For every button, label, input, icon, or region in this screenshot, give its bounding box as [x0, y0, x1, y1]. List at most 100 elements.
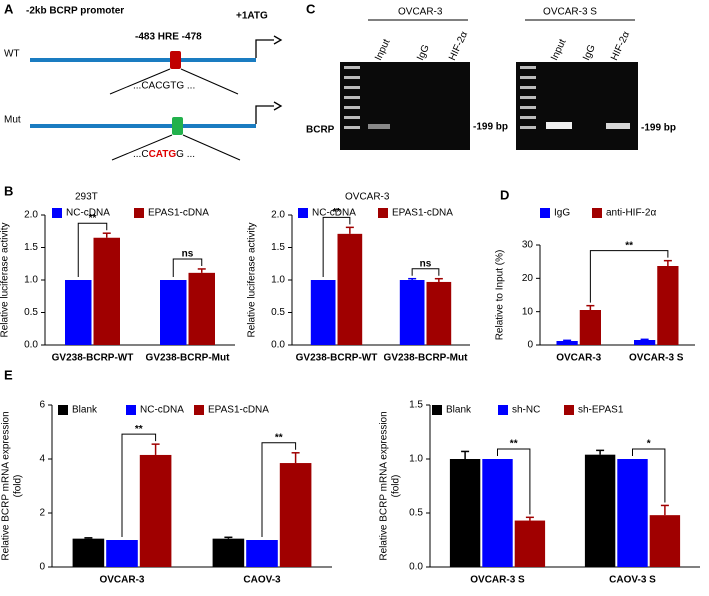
y-axis-label: (fold) — [391, 475, 402, 498]
y-tick-label: 1.5 — [24, 242, 38, 253]
bar — [246, 540, 278, 567]
seq-part: ...C — [133, 149, 149, 160]
legend-label: Blank — [72, 405, 98, 416]
bar — [106, 540, 138, 567]
y-tick-label: 20 — [522, 273, 534, 284]
lane-label: IgG — [581, 43, 598, 62]
zoom-line — [109, 68, 171, 95]
legend-swatch — [134, 208, 144, 218]
legend-label: NC-cDNA — [312, 208, 356, 219]
y-tick-label: 1.0 — [409, 454, 423, 465]
y-axis-label: Relative BCRP mRNA expression — [379, 411, 390, 560]
bar — [514, 520, 546, 567]
zoom-line — [111, 134, 173, 161]
significance-bracket — [172, 258, 203, 277]
x-tick-label: CAOV-3 — [243, 575, 281, 586]
y-tick-label: 2.0 — [271, 210, 285, 221]
x-tick-label: OVCAR-3 — [99, 575, 144, 586]
significance-bracket — [589, 250, 669, 303]
lane-label: HIF-2α — [609, 30, 632, 63]
ladder — [344, 66, 536, 129]
legend-label: EPAS1-cDNA — [148, 208, 209, 219]
legend-label: NC-cDNA — [140, 405, 184, 416]
gel-title: OVCAR-3 S — [543, 7, 597, 18]
diagram-title: -2kb BCRP promoter — [26, 6, 124, 17]
bar — [188, 272, 215, 345]
lane-label: Input — [373, 37, 392, 62]
x-tick-label: OVCAR-3 — [556, 353, 601, 364]
arrow-head — [273, 35, 283, 45]
legend-swatch — [378, 208, 388, 218]
bar — [482, 459, 513, 567]
significance-bracket — [497, 448, 531, 515]
bar — [449, 459, 481, 567]
gel-panel: OVCAR-3 OVCAR-3 S Input IgG HIF-2α Input… — [306, 7, 676, 150]
bar — [279, 463, 312, 567]
significance-bracket — [322, 216, 351, 277]
significance-label: ** — [275, 432, 283, 443]
hre-site — [170, 51, 181, 69]
y-tick-label: 0.5 — [24, 307, 38, 318]
bar — [337, 233, 363, 345]
hre-label: -483 HRE -478 — [135, 32, 202, 43]
y-tick-label: 1.0 — [24, 275, 38, 286]
band — [368, 124, 390, 129]
legend-label: sh-NC — [512, 405, 540, 416]
x-tick-label: OVCAR-3 S — [470, 575, 525, 586]
y-tick-label: 0.0 — [24, 340, 38, 351]
y-tick-label: 0.5 — [409, 508, 423, 519]
significance-bracket — [261, 442, 297, 537]
y-tick-label: 1.5 — [271, 242, 285, 253]
panel-label: D — [500, 187, 509, 202]
wt-sequence: ...CACGTG ... — [133, 81, 195, 92]
legend-label: NC-cDNA — [66, 208, 110, 219]
y-tick-label: 0 — [39, 562, 45, 573]
size-label: -199 bp — [473, 122, 508, 133]
bar — [584, 454, 616, 567]
tss-arrow — [255, 39, 274, 58]
significance-label: ns — [182, 249, 194, 260]
y-tick-label: 4 — [39, 454, 45, 465]
significance-label: ** — [333, 207, 341, 218]
legend-label: sh-EPAS1 — [578, 405, 624, 416]
legend-swatch — [498, 405, 508, 415]
wt-label: WT — [4, 49, 20, 60]
panel-label: B — [4, 183, 13, 198]
legend-label: anti-HIF-2α — [606, 208, 656, 219]
legend-swatch — [564, 405, 574, 415]
y-tick-label: 0.0 — [409, 562, 423, 573]
y-axis-label: Relative luciferase activity — [247, 222, 258, 337]
bar — [212, 538, 245, 567]
legend-swatch — [52, 208, 62, 218]
significance-bracket — [411, 268, 440, 276]
row-label: BCRP — [306, 125, 335, 136]
promoter-diagram: -2kb BCRP promoter +1ATG -483 HRE -478 W… — [4, 6, 283, 161]
panel-label: A — [4, 1, 14, 16]
legend-swatch — [194, 405, 204, 415]
chart-title: OVCAR-3 — [345, 192, 390, 203]
x-tick-label: GV238-BCRP-Mut — [146, 353, 231, 364]
seq-part: G ... — [176, 149, 195, 160]
y-axis-label: Relative to Input (%) — [495, 250, 506, 341]
y-tick-label: 30 — [522, 240, 534, 251]
arrow-head — [273, 101, 283, 111]
x-tick-label: GV238-BCRP-Mut — [384, 353, 469, 364]
y-tick-label: 10 — [522, 306, 534, 317]
panel-label: E — [4, 367, 13, 382]
gel-image — [340, 62, 470, 150]
bar — [579, 310, 601, 345]
mut-sequence: ...CCATGG ... — [133, 149, 195, 160]
band — [606, 123, 630, 129]
size-label: -199 bp — [641, 123, 676, 134]
legend-swatch — [126, 405, 136, 415]
zoom-line — [180, 68, 239, 95]
y-tick-label: 2 — [39, 508, 45, 519]
x-tick-label: CAOV-3 S — [609, 575, 656, 586]
legend-swatch — [592, 208, 602, 218]
significance-label: ns — [420, 258, 432, 269]
legend-swatch — [298, 208, 308, 218]
significance-bracket — [632, 448, 666, 503]
significance-label: ** — [625, 240, 633, 251]
start-label: +1ATG — [236, 11, 268, 22]
